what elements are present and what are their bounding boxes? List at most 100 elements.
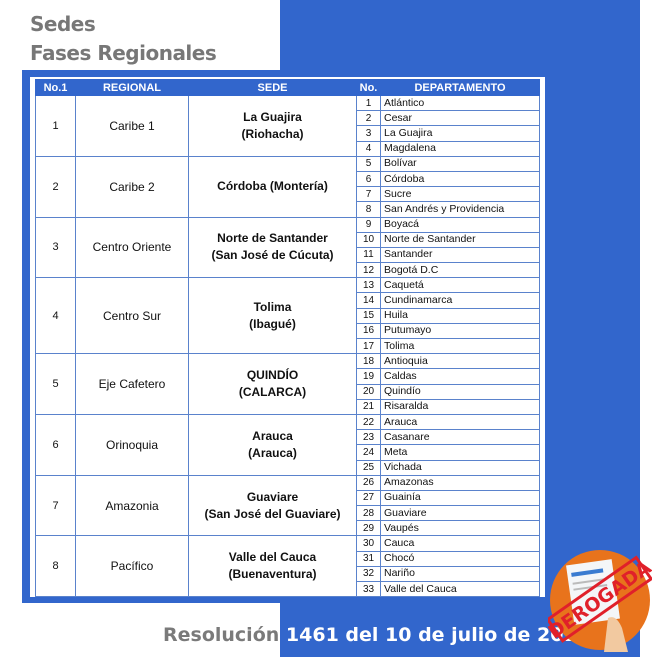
regional-name: Caribe 2: [75, 155, 189, 218]
departamento-no: 6: [356, 170, 381, 188]
table-row: 21 Risaralda: [36, 398, 540, 415]
departamento-name: Magdalena: [380, 140, 540, 157]
departamento-no: 32: [356, 565, 381, 583]
sede-name: La Guajira: [243, 109, 302, 124]
sede-cell: La Guajira (Riohacha): [188, 95, 357, 157]
regional-name: Orinoquia: [75, 413, 189, 476]
table-row: 32 Nariño: [36, 565, 540, 583]
table-row: 6 Córdoba: [36, 170, 540, 188]
resolution-line: Resolución 1461 del 10 de julio de 2018: [163, 624, 590, 646]
departamento-name: Cundinamarca: [380, 292, 540, 309]
departamento-no: 2: [356, 110, 381, 127]
departamento-no: 33: [356, 580, 381, 598]
sede-city: (Ibagué): [249, 316, 296, 331]
departamento-no: 5: [356, 155, 381, 172]
departamento-no: 15: [356, 307, 381, 324]
header-no1: No.1: [35, 79, 76, 96]
sede-name: Arauca: [252, 428, 293, 443]
departamento-name: Córdoba: [380, 170, 540, 188]
departamento-name: Nariño: [380, 565, 540, 583]
header-no: No.: [356, 79, 381, 96]
title-sedes: Sedes: [30, 12, 96, 36]
departamento-name: Atlántico: [380, 94, 540, 112]
regional-no: 1: [35, 95, 76, 157]
departamento-no: 9: [356, 216, 381, 233]
departamento-name: Arauca: [380, 413, 540, 431]
resolution-number: 1461 del 10 de julio de 2018: [285, 624, 590, 646]
table-row: 15 Huila: [36, 307, 540, 324]
departamento-no: 1: [356, 94, 381, 112]
table-row: 8 Pacífico Valle del Cauca (Buenaventura)…: [35, 535, 540, 598]
header-departamento: DEPARTAMENTO: [380, 79, 540, 96]
regional-no: 5: [35, 353, 76, 415]
regional-no: 3: [35, 216, 76, 279]
regional-name: Caribe 1: [75, 95, 189, 157]
departamento-name: Guainía: [380, 489, 540, 507]
sede-cell: Tolima (Ibagué): [188, 277, 357, 355]
table-row: 2 Caribe 2 Córdoba (Montería) 5 Bolívar: [35, 155, 540, 218]
departamento-no: 30: [356, 535, 381, 552]
departamento-name: Tolima: [380, 337, 540, 355]
regional-no: 6: [35, 413, 76, 476]
departamento-no: 20: [356, 383, 381, 400]
departamento-name: Vichada: [380, 459, 540, 476]
regional-no: 7: [35, 474, 76, 537]
departamento-no: 19: [356, 368, 381, 385]
departamento-name: Sucre: [380, 186, 540, 203]
departamento-name: Caquetá: [380, 277, 540, 294]
departamento-no: 23: [356, 429, 381, 446]
departamento-name: Quindío: [380, 383, 540, 400]
table-row: 20 Quindío: [36, 383, 540, 400]
departamento-no: 28: [356, 505, 381, 522]
regional-name: Pacífico: [75, 535, 189, 598]
sede-city: (San José de Cúcuta): [211, 248, 334, 263]
sede-name: Córdoba (Montería): [217, 179, 328, 194]
table-row: 23 Casanare: [36, 429, 540, 446]
departamento-name: Chocó: [380, 550, 540, 567]
table-row: 6 Orinoquia Arauca (Arauca) 22 Arauca: [35, 413, 540, 476]
departamento-no: 14: [356, 292, 381, 309]
regional-table: No.1 REGIONAL SEDE No. DEPARTAMENTO 1 Ca…: [35, 79, 540, 598]
sede-city: (San José del Guaviare): [204, 506, 341, 521]
resolution-label: Resolución: [163, 624, 280, 646]
table-row: 10 Norte de Santander: [36, 231, 540, 248]
sede-cell: Córdoba (Montería): [188, 155, 357, 218]
title-fases: Fases Regionales: [30, 41, 217, 65]
departamento-no: 26: [356, 474, 381, 491]
departamento-no: 16: [356, 322, 381, 340]
departamento-no: 11: [356, 246, 381, 264]
sede-name: Tolima: [253, 299, 292, 314]
departamento-name: Vaupés: [380, 520, 540, 537]
table-row: 3 Centro Oriente Norte de Santander (San …: [35, 216, 540, 279]
departamento-no: 12: [356, 262, 381, 279]
table-row: 5 Eje Cafetero QUINDÍO (CALARCA) 18 Antioqu…: [35, 353, 540, 415]
departamento-name: Risaralda: [380, 398, 540, 415]
table-row: 7 Amazonia Guaviare (San José del Guaviar…: [35, 474, 540, 537]
departamento-name: Amazonas: [380, 474, 540, 491]
departamento-name: Boyacá: [380, 216, 540, 233]
table-row: 33 Valle del Cauca: [36, 580, 540, 598]
sede-name: Guaviare: [246, 489, 299, 504]
departamento-no: 27: [356, 489, 381, 507]
departamento-name: Norte de Santander: [380, 231, 540, 248]
departamento-name: La Guajira: [380, 125, 540, 142]
departamento-no: 10: [356, 231, 381, 248]
departamento-no: 25: [356, 459, 381, 476]
table-row: 29 Vaupés: [36, 520, 540, 537]
sede-city: (CALARCA): [238, 385, 307, 400]
sede-name: Valle del Cauca: [228, 550, 317, 565]
sede-city: (Arauca): [248, 445, 297, 460]
departamento-name: Guaviare: [380, 505, 540, 522]
regional-no: 4: [35, 277, 76, 355]
departamento-no: 8: [356, 201, 381, 218]
sede-city: (Buenaventura): [228, 567, 317, 582]
departamento-name: Bogotá D.C: [380, 262, 540, 279]
regional-name: Centro Oriente: [75, 216, 189, 279]
departamento-no: 3: [356, 125, 381, 142]
departamento-name: Bolívar: [380, 155, 540, 172]
departamento-no: 18: [356, 353, 381, 370]
departamento-name: Huila: [380, 307, 540, 324]
sede-name: Norte de Santander: [217, 231, 328, 246]
departamento-no: 31: [356, 550, 381, 567]
departamento-name: Santander: [380, 246, 540, 264]
